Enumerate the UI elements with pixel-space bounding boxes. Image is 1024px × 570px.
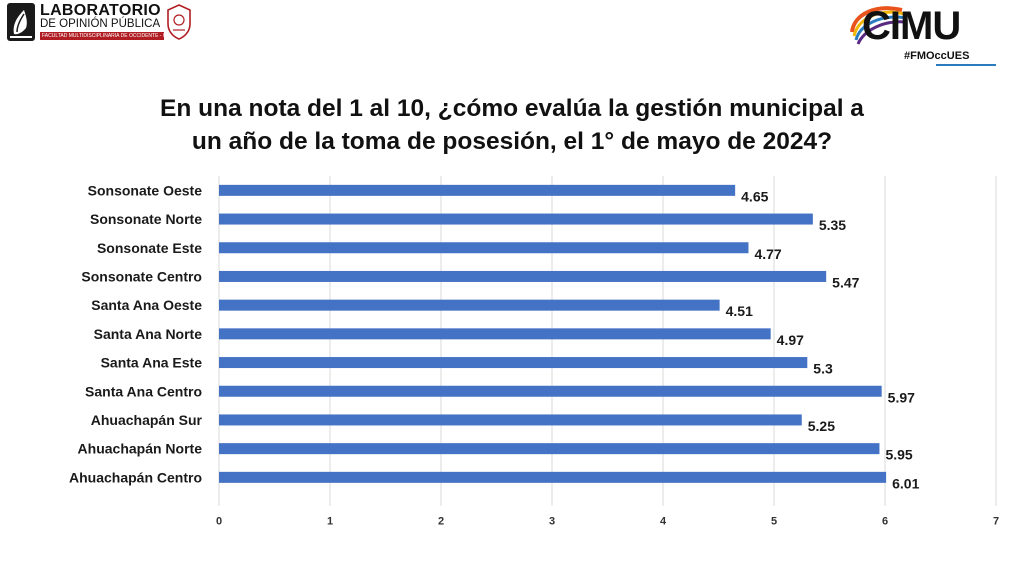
lab-title: LABORATORIO bbox=[40, 2, 161, 19]
bar bbox=[219, 270, 827, 282]
data-label: 5.95 bbox=[885, 447, 912, 463]
university-seal-icon bbox=[167, 4, 191, 40]
bar bbox=[219, 414, 802, 426]
bar bbox=[219, 213, 813, 225]
x-tick-label: 2 bbox=[438, 516, 444, 528]
x-tick-label: 5 bbox=[771, 516, 777, 528]
bar bbox=[219, 328, 771, 340]
bar bbox=[219, 385, 882, 397]
data-label: 6.01 bbox=[892, 475, 919, 491]
x-tick-label: 6 bbox=[882, 516, 888, 528]
bar bbox=[219, 443, 880, 455]
category-label: Sonsonate Oeste bbox=[88, 182, 203, 198]
category-label: Santa Ana Norte bbox=[94, 326, 203, 342]
lab-logo: LABORATORIO DE OPINIÓN PÚBLICA FACULTAD … bbox=[6, 2, 192, 42]
category-label: Ahuachapán Centro bbox=[69, 469, 202, 485]
x-tick-label: 7 bbox=[993, 516, 999, 528]
data-label: 4.65 bbox=[741, 188, 768, 204]
bar bbox=[219, 242, 749, 254]
data-label: 5.97 bbox=[888, 389, 915, 405]
lab-shield-icon bbox=[7, 3, 35, 41]
cimu-hashtag: #FMOccUES bbox=[904, 50, 970, 62]
cimu-wordmark: CIMU bbox=[862, 4, 961, 48]
category-label: Sonsonate Norte bbox=[90, 211, 202, 227]
data-label: 4.77 bbox=[754, 246, 781, 262]
category-label: Ahuachapán Sur bbox=[91, 412, 203, 428]
data-label: 5.3 bbox=[813, 361, 833, 377]
data-label: 4.51 bbox=[726, 303, 753, 319]
data-label: 5.47 bbox=[832, 274, 859, 290]
data-label: 4.97 bbox=[777, 332, 804, 348]
bar bbox=[219, 184, 736, 196]
data-label: 5.25 bbox=[808, 418, 835, 434]
data-label: 5.35 bbox=[819, 217, 846, 233]
bar bbox=[219, 299, 720, 311]
chart-title-line-1: En una nota del 1 al 10, ¿cómo evalúa la… bbox=[160, 95, 864, 122]
x-tick-label: 4 bbox=[660, 516, 667, 528]
bar bbox=[219, 471, 887, 483]
chart-title-line-2: un año de la toma de posesión, el 1° de … bbox=[191, 128, 833, 155]
lab-band: FACULTAD MULTIDISCIPLINARIA DE OCCIDENTE… bbox=[40, 32, 164, 40]
category-label: Santa Ana Centro bbox=[85, 383, 202, 399]
x-tick-label: 1 bbox=[327, 516, 333, 528]
cimu-logo: CIMU #FMOccUES bbox=[846, 2, 1006, 68]
chart-title: En una nota del 1 al 10, ¿cómo evalúa la… bbox=[100, 92, 924, 158]
category-label: Santa Ana Este bbox=[101, 355, 203, 371]
bar bbox=[219, 357, 808, 369]
category-label: Sonsonate Centro bbox=[81, 268, 202, 284]
category-label: Sonsonate Este bbox=[97, 240, 202, 256]
category-label: Santa Ana Oeste bbox=[91, 297, 202, 313]
x-tick-label: 3 bbox=[549, 516, 555, 528]
x-tick-label: 0 bbox=[216, 516, 222, 528]
lab-subtitle: DE OPINIÓN PÚBLICA bbox=[40, 18, 161, 30]
cimu-swoosh-icon bbox=[850, 6, 996, 66]
category-label: Ahuachapán Norte bbox=[78, 441, 203, 457]
